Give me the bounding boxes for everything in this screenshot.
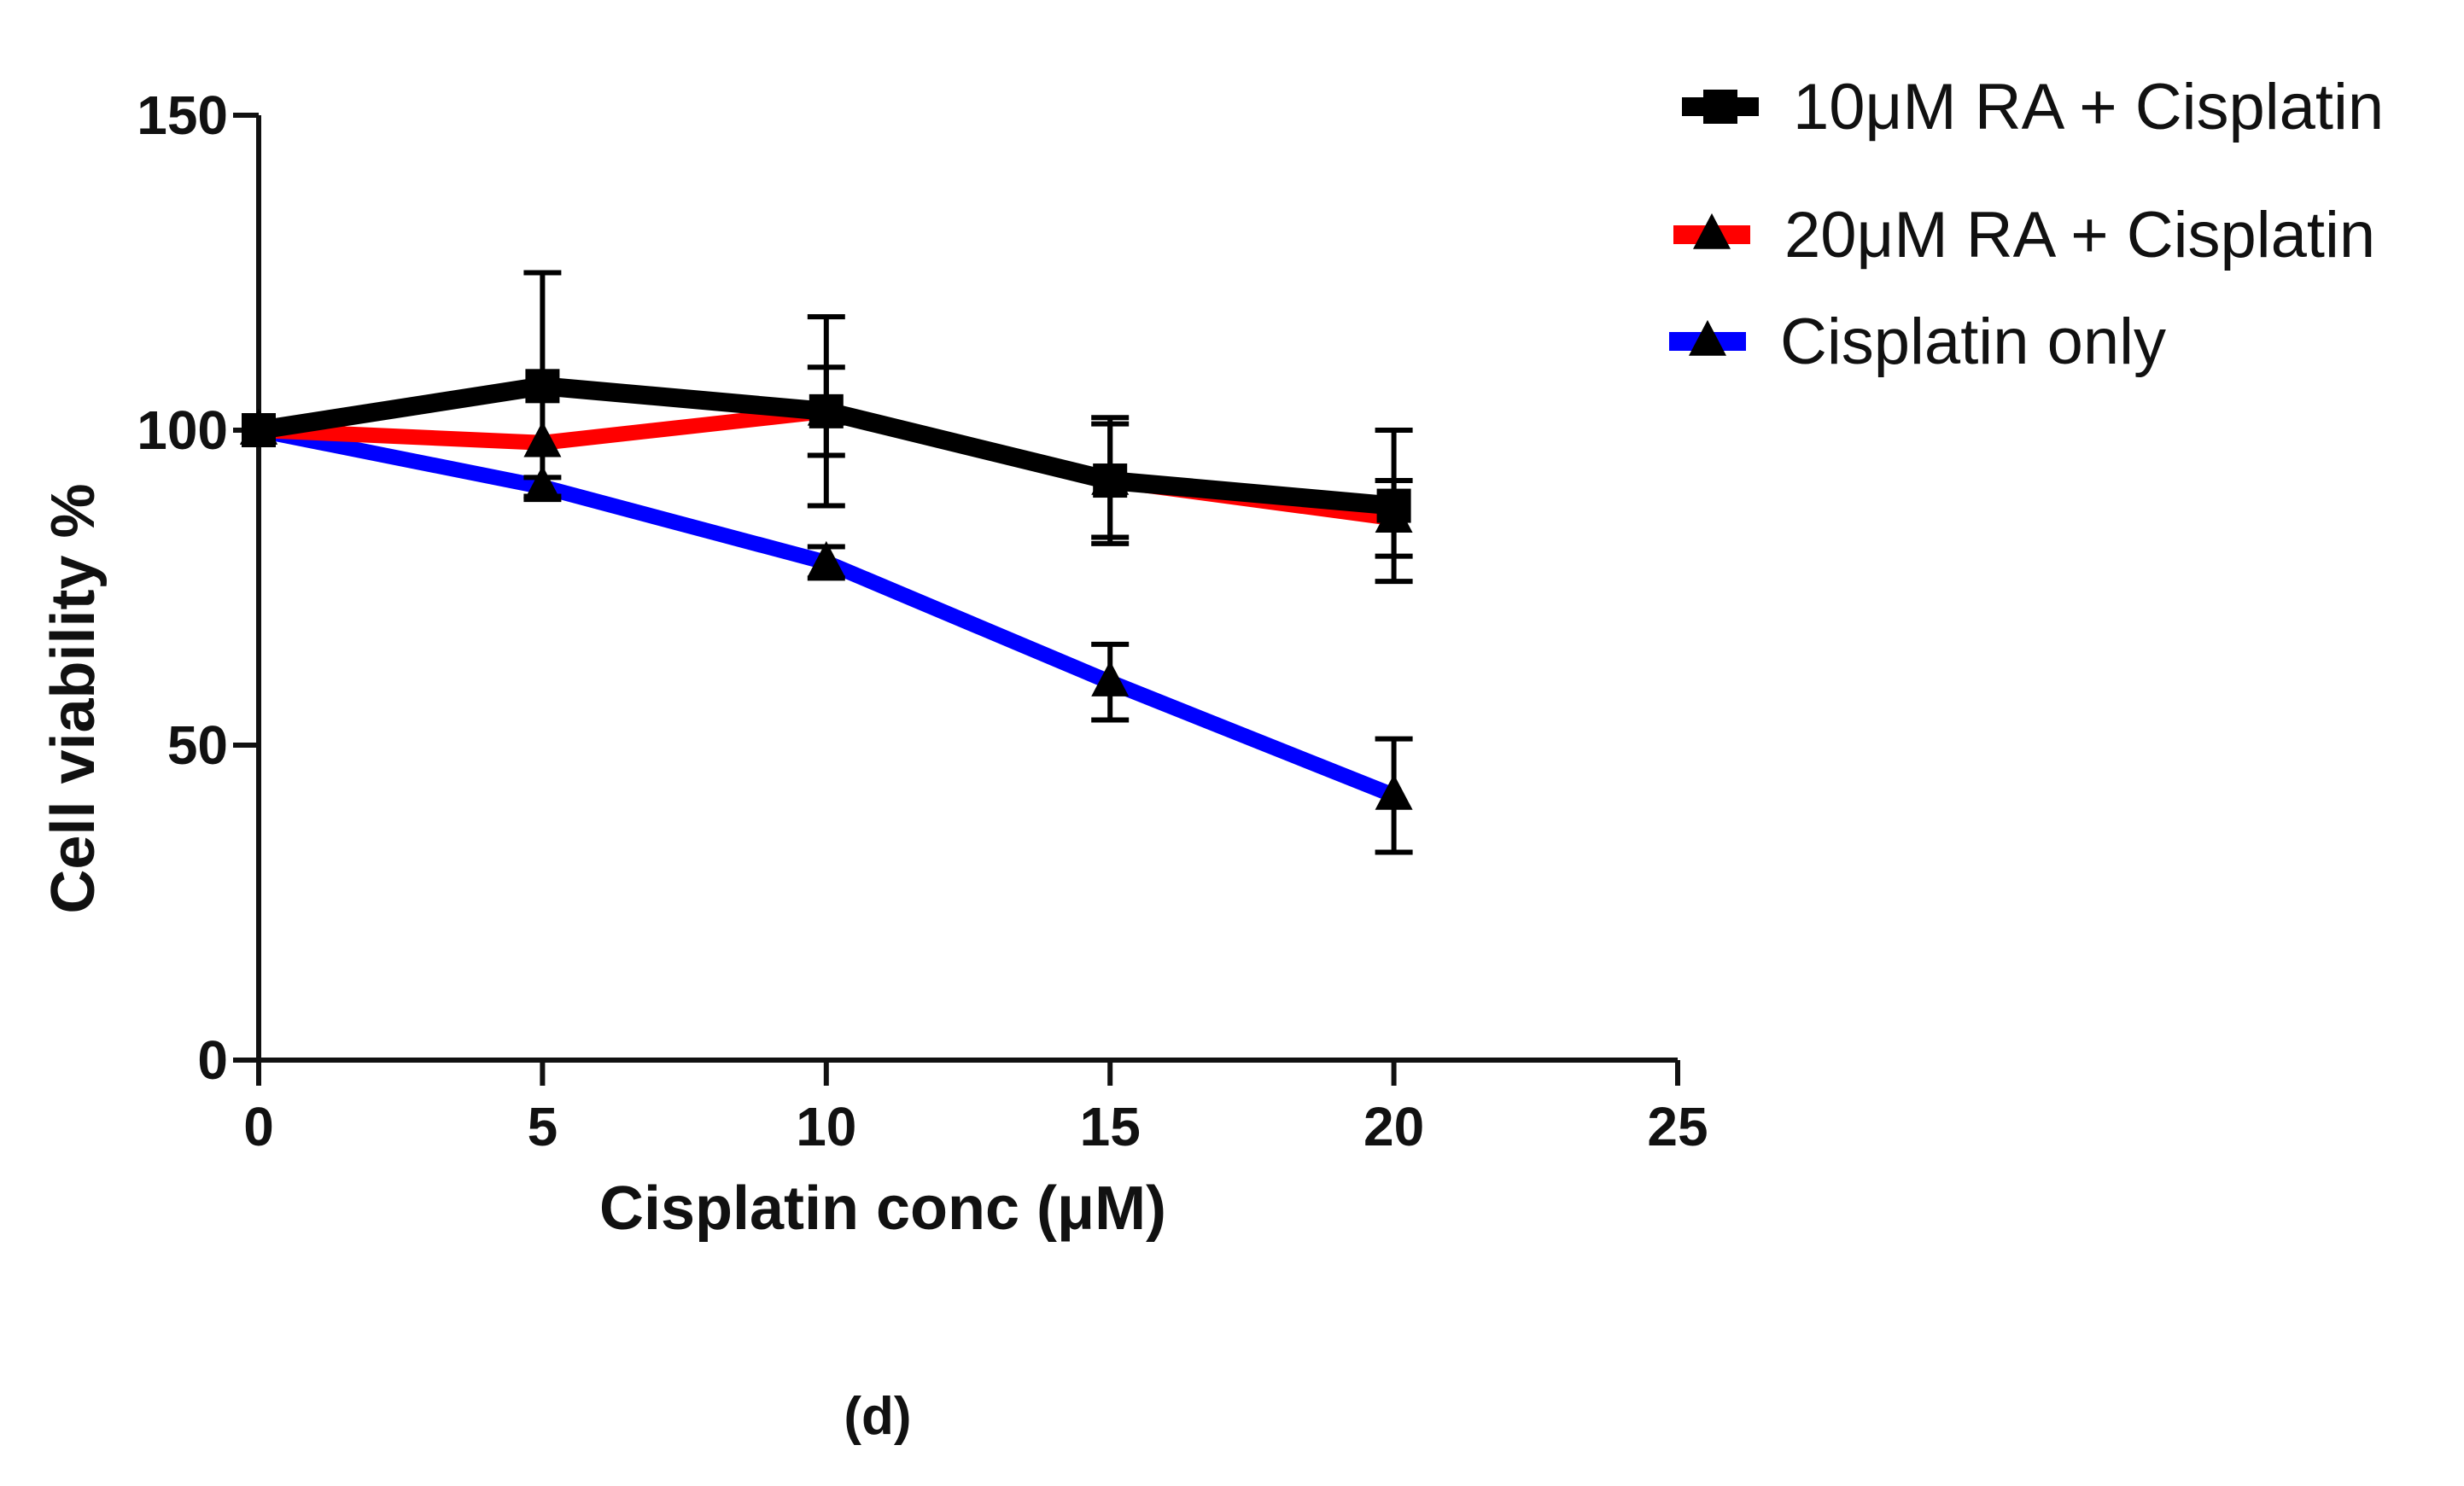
legend: 10μM RA + Cisplatin 20μM RA + Cisplatin Ci… [1669,71,2384,378]
axes: 0 50 100 150 0 5 10 15 20 25 [137,84,1708,1157]
x-ticks: 0 5 10 15 20 25 [243,1060,1708,1157]
panel-label: (d) [844,1387,911,1446]
y-tick-label: 150 [137,84,228,146]
x-tick-label: 0 [243,1096,274,1157]
legend-entry: 20μM RA + Cisplatin [1673,199,2375,271]
legend-entry: Cisplatin only [1669,306,2166,378]
legend-marker [1693,213,1731,249]
y-tick-label: 50 [167,714,228,776]
data-point [242,413,276,447]
legend-label: Cisplatin only [1780,306,2166,378]
y-ticks: 0 50 100 150 [137,84,259,1091]
y-tick-label: 100 [137,399,228,461]
legend-label: 10μM RA + Cisplatin [1793,71,2384,143]
x-tick-label: 15 [1080,1096,1141,1157]
y-axis-title: Cell viability % [39,483,108,913]
legend-marker [1703,90,1737,124]
legend-label: 20μM RA + Cisplatin [1784,199,2375,271]
data-point [1376,488,1411,523]
legend-entry: 10μM RA + Cisplatin [1682,71,2384,143]
plot-series [240,270,1413,855]
y-tick-label: 0 [197,1029,228,1091]
x-tick-label: 20 [1363,1096,1424,1157]
data-point [809,393,844,428]
series-1 [242,270,1413,585]
data-point [1375,773,1413,810]
data-point [525,369,560,404]
x-tick-label: 25 [1647,1096,1708,1157]
legend-marker [1689,319,1726,356]
x-axis-title: Cisplatin conc (μM) [599,1174,1166,1243]
data-point [1093,463,1128,498]
x-tick-label: 5 [528,1096,558,1157]
data-point [807,540,845,577]
x-tick-label: 10 [796,1096,856,1157]
data-point [1091,661,1130,696]
